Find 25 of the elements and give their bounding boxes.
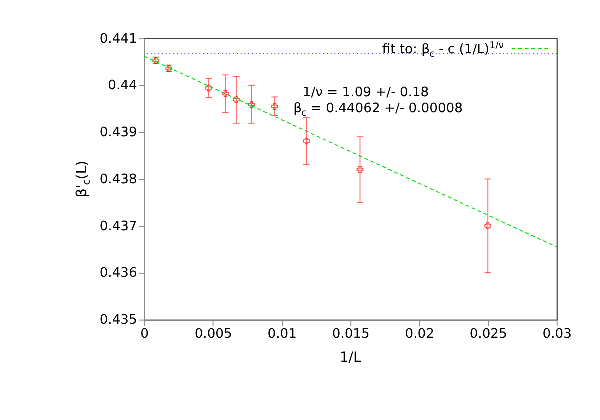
point bbox=[222, 90, 229, 98]
x-axis-title: 1/L bbox=[340, 350, 362, 366]
annotation: 1/ν = 1.09 +/- 0.18 bbox=[302, 86, 430, 101]
point bbox=[206, 84, 212, 92]
y-tick-label: 0.436 bbox=[100, 266, 138, 282]
point bbox=[272, 103, 278, 110]
y-tick-label: 0.435 bbox=[100, 313, 138, 328]
x-tick-label: 0.015 bbox=[332, 327, 370, 342]
y-axis-title: β'c(L) bbox=[74, 160, 93, 198]
y-tick-label: 0.441 bbox=[100, 32, 138, 47]
x-tick-label: 0 bbox=[140, 327, 150, 342]
x-tick-label: 0.02 bbox=[405, 327, 434, 342]
x-tick-label: 0.01 bbox=[268, 327, 297, 342]
y-tick-label: 0.437 bbox=[100, 219, 138, 234]
x-tick-label: 0.005 bbox=[194, 327, 232, 342]
y-tick-label: 0.438 bbox=[100, 172, 138, 188]
point bbox=[248, 101, 256, 108]
y-tick-label: 0.439 bbox=[100, 126, 138, 141]
point bbox=[303, 138, 310, 145]
x-tick-label: 0.025 bbox=[470, 327, 508, 342]
point bbox=[356, 166, 364, 174]
point bbox=[484, 222, 492, 230]
point bbox=[233, 96, 240, 104]
x-tick-label: 0.03 bbox=[542, 327, 572, 342]
y-tick-label: 0.44 bbox=[108, 78, 138, 94]
